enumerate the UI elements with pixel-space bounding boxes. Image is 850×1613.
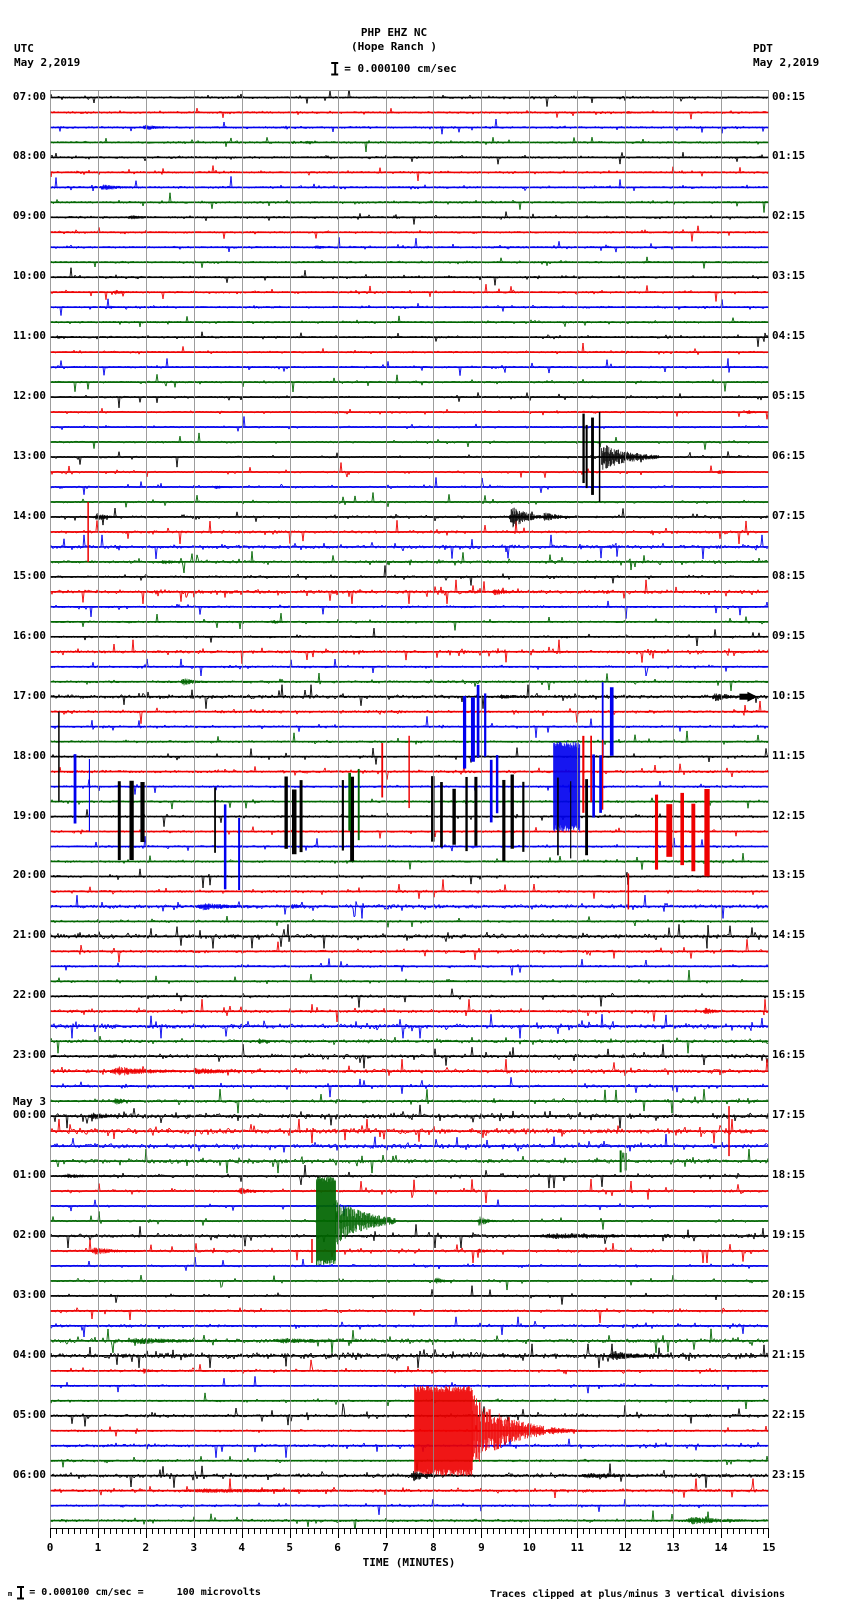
utc-hour-label: 22:00 [12,988,46,1002]
time-axis-tick-label: 14 [714,1541,728,1554]
utc-hour-label: 13:00 [12,449,46,463]
pdt-hour-label: 05:15 [772,389,806,403]
utc-hour-label: 18:00 [12,748,46,762]
utc-hour-label: 11:00 [12,329,46,343]
time-axis-tick-label: 10 [522,1541,536,1554]
time-axis-tick-label: 11 [570,1541,584,1554]
footer-scale-text: = 0.000100 cm/sec = [29,1587,144,1598]
pdt-hour-label: 15:15 [772,988,806,1002]
time-axis-tick-label: 7 [382,1541,389,1554]
pdt-hour-label: 03:15 [772,269,806,283]
scale-legend-text: = 0.000100 cm/sec [344,62,457,75]
station-title: PHP EHZ NC [360,26,428,39]
time-axis-ticks [50,1528,769,1541]
utc-hour-label: 23:00 [12,1048,46,1062]
pdt-hour-label: 08:15 [772,568,806,582]
pdt-hour-label: 02:15 [772,209,806,223]
timezone-right-label: PDT [753,42,773,55]
date-left-label: May 2,2019 [14,56,81,69]
time-axis-tick-label: 2 [142,1541,150,1554]
utc-hour-label: 01:00 [12,1168,46,1182]
pdt-hour-label: 01:15 [772,149,806,163]
time-axis-tick-label: 12 [618,1541,632,1554]
pdt-hour-label: 06:15 [772,449,806,463]
time-axis-tick-label: 6 [334,1541,341,1554]
time-axis-tick-label: 9 [478,1541,485,1554]
time-axis-tick-label: 4 [238,1541,246,1554]
utc-hour-label: 15:00 [12,568,46,582]
pdt-hour-label: 16:15 [772,1048,806,1062]
utc-hour-label: 05:00 [12,1407,46,1421]
time-axis-tick-label: 3 [190,1541,198,1554]
pdt-hour-label: 09:15 [772,628,806,642]
utc-hour-label: 14:00 [12,508,46,522]
utc-hour-label: 07:00 [12,89,46,103]
time-axis-tick-label: 15 [762,1541,776,1554]
time-axis-title: TIME (MINUTES) [362,1556,456,1569]
utc-hour-label: 16:00 [12,628,46,642]
footer-scale-bar-icon [17,1585,25,1600]
utc-hour-label: 03:00 [12,1287,46,1301]
utc-hour-label: 00:00 [12,1108,46,1122]
pdt-hour-label: 10:15 [772,688,806,702]
utc-hour-label: 09:00 [12,209,46,223]
utc-hour-label: 10:00 [12,269,46,283]
utc-hour-label: 20:00 [12,868,46,882]
utc-hour-label: 21:00 [12,928,46,942]
pdt-hour-label: 04:15 [772,329,806,343]
pdt-hour-label: 22:15 [772,1407,806,1421]
pdt-hour-label: 21:15 [772,1347,806,1361]
utc-hour-label: 06:00 [12,1467,46,1481]
pdt-hour-label: 07:15 [772,508,806,522]
pdt-hour-label: 12:15 [772,808,806,822]
footer-scale-prefix: m [8,1590,13,1598]
time-axis-tick-label: 1 [94,1541,102,1554]
utc-hour-label: 12:00 [12,389,46,403]
pdt-hour-label: 18:15 [772,1168,806,1182]
helicorder-traces-canvas [50,90,769,1528]
scale-legend: = 0.000100 cm/sec [331,61,457,76]
pdt-hour-label: 17:15 [772,1108,806,1122]
time-axis-tick-label: 0 [46,1541,54,1554]
utc-hour-label: 19:00 [12,808,46,822]
pdt-hour-label: 20:15 [772,1287,806,1301]
date-rollover-label: May 3 [12,1095,46,1109]
date-right-label: May 2,2019 [753,56,820,69]
footer-scale-note: m = 0.000100 cm/sec = 100 microvolts [8,1585,261,1600]
footer-scale-value: 100 microvolts [176,1587,261,1598]
scale-bar-icon [331,61,339,76]
pdt-hour-label: 11:15 [772,748,806,762]
utc-hour-label: 17:00 [12,688,46,702]
footer-clip-note: Traces clipped at plus/minus 3 vertical … [490,1589,786,1600]
utc-hour-label: 04:00 [12,1347,46,1361]
time-axis-tick-label: 5 [286,1541,293,1554]
station-name: (Hope Ranch ) [350,40,438,53]
pdt-hour-label: 14:15 [772,928,806,942]
utc-hour-label: 08:00 [12,149,46,163]
time-axis-tick-label: 8 [430,1541,437,1554]
pdt-hour-label: 19:15 [772,1227,806,1241]
pdt-hour-label: 23:15 [772,1467,806,1481]
timezone-left-label: UTC [14,42,34,55]
pdt-hour-label: 13:15 [772,868,806,882]
utc-hour-label: 02:00 [12,1227,46,1241]
pdt-hour-label: 00:15 [772,89,806,103]
time-axis-tick-label: 13 [666,1541,680,1554]
